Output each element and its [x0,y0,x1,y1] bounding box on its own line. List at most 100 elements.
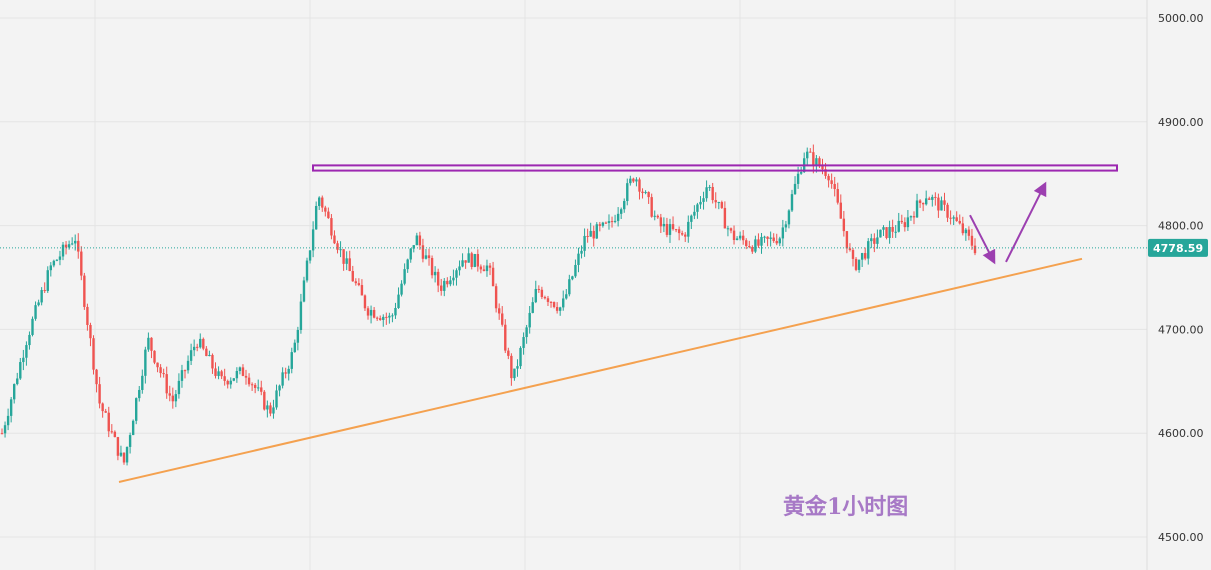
candle-body [101,403,104,412]
candle [677,226,681,241]
candle-body [693,211,696,216]
candle [192,339,196,357]
candle [793,176,797,195]
candle [531,297,534,314]
candle [494,283,498,313]
candle-body [921,202,925,205]
candle [699,196,702,209]
candle [92,335,95,375]
candle [272,399,275,419]
candle [900,214,903,224]
candle-body [940,200,943,211]
candle-body [784,224,788,228]
candle-body [49,265,53,271]
candle [738,231,742,241]
last-price-label: 4778.59 [1153,242,1203,255]
candle [949,210,952,225]
candle-body [684,234,687,237]
down-arrow[interactable] [969,214,996,265]
candle-body [266,405,269,410]
candle [321,195,324,212]
candle [153,350,156,365]
candle-body [409,248,412,260]
candle-body [970,235,974,246]
candle [552,301,556,309]
y-axis[interactable]: 5000.00 4900.00 4800.00 4700.00 4600.00 … [1158,12,1204,544]
candle-body [626,183,629,202]
candle [104,408,107,413]
candle [357,278,361,287]
up-arrow[interactable] [1005,181,1047,263]
candle [61,241,65,261]
candle [351,265,354,282]
candle-body [595,224,598,239]
candle-body [388,315,391,318]
candle [571,275,574,281]
candle [583,228,586,257]
candle-body [528,312,531,328]
candle-body [28,334,31,346]
candle [510,353,513,386]
candle [9,396,13,423]
candle-body [519,347,522,367]
candle [266,400,269,418]
candle-body [232,378,236,381]
candle-body [616,213,620,221]
candle [25,341,28,366]
candle [656,214,659,219]
candle [446,277,449,288]
candle [519,346,522,369]
candle-body [296,329,300,343]
candle-body [583,235,586,251]
candle-body [125,446,129,463]
candle [372,307,376,319]
candle-body [562,298,565,308]
candle [787,209,791,229]
resistance-zone[interactable] [312,164,1118,172]
candle-body [488,265,492,268]
candle-body [238,367,242,371]
candle [507,347,510,360]
candle-body [659,217,663,227]
candle-body [205,348,208,357]
candle-body [491,267,495,287]
candle [967,226,971,241]
candle-body [138,389,141,399]
candle [83,272,86,310]
candle-body [613,220,617,222]
candle [662,217,666,233]
candle-body [507,350,510,356]
candle-body [549,301,553,303]
candle-body [961,223,964,234]
candle-body [580,250,583,254]
candles [0,144,977,466]
candle [144,346,147,384]
candle-body [772,237,775,242]
candle-body [882,227,885,230]
candle [360,279,364,296]
candle [577,247,580,273]
candle-body [67,244,71,248]
candle-body [897,220,900,232]
candle [665,217,669,238]
candle [113,430,117,438]
candle-body [863,253,867,259]
candle-body [967,229,971,236]
candle [461,253,464,268]
candle-body [189,350,193,361]
candle [473,253,476,268]
candle-body [131,420,135,436]
candle-body [479,266,483,270]
candle-body [677,229,681,234]
candle [540,286,544,300]
candle [751,245,754,254]
candle [906,209,910,231]
candle [745,238,748,250]
y-tick-label: 5000.00 [1158,12,1204,25]
candle [211,353,214,374]
candle [778,236,781,247]
candle-body [833,183,836,190]
candle-body [290,352,293,369]
ascending-trendline[interactable] [118,257,1083,483]
candle [760,232,763,254]
